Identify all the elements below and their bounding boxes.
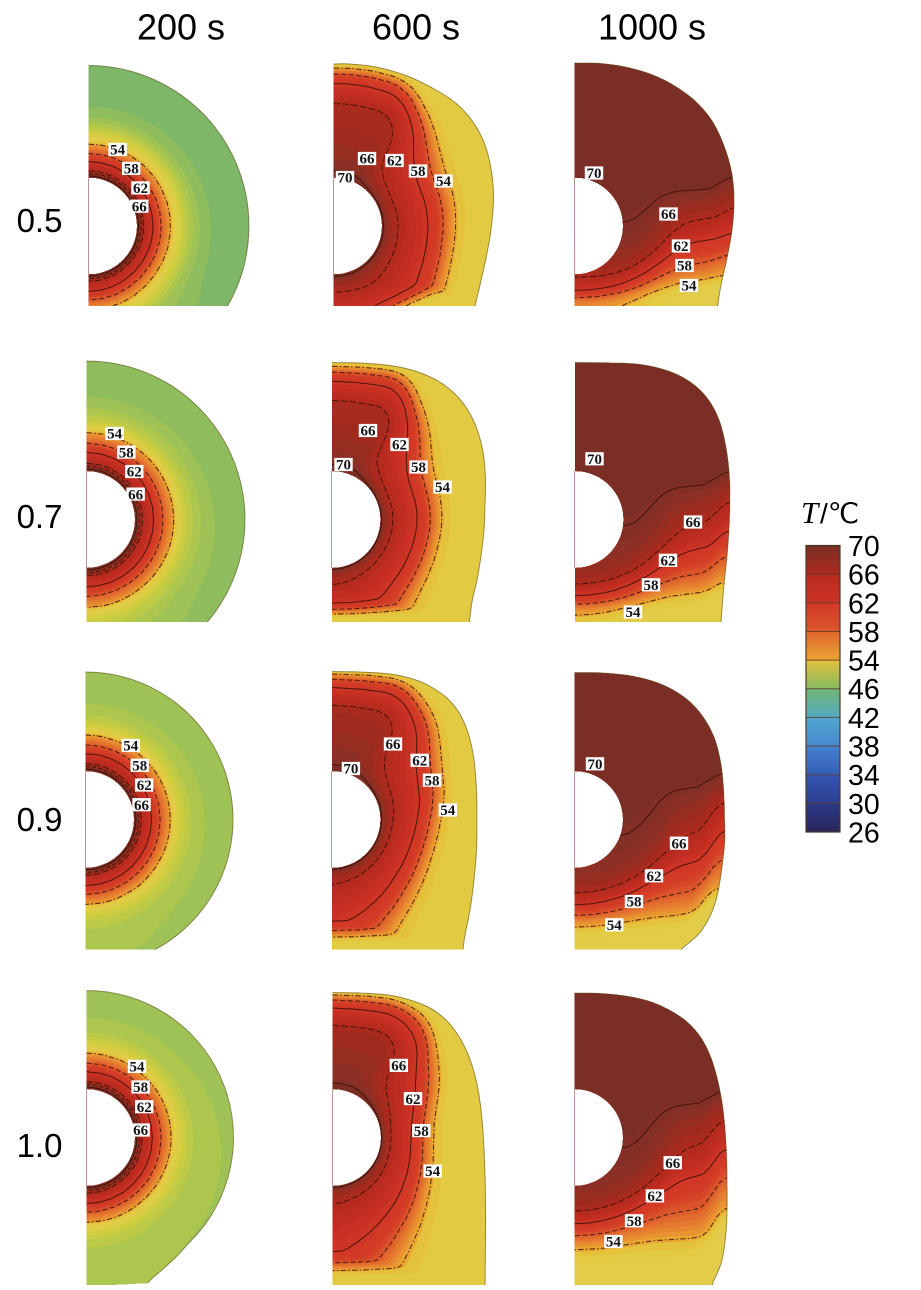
svg-text:54: 54 <box>123 739 139 755</box>
svg-text:54: 54 <box>110 143 126 159</box>
svg-text:58: 58 <box>848 617 880 649</box>
svg-text:58: 58 <box>627 1214 642 1230</box>
svg-text:46: 46 <box>848 674 880 706</box>
svg-text:70: 70 <box>587 166 602 182</box>
svg-text:58: 58 <box>414 1124 429 1140</box>
svg-text:58: 58 <box>133 1080 148 1096</box>
svg-text:66: 66 <box>128 487 144 503</box>
svg-text:66: 66 <box>661 207 677 223</box>
svg-text:54: 54 <box>440 803 456 819</box>
svg-text:38: 38 <box>848 732 880 764</box>
svg-text:70: 70 <box>343 762 358 778</box>
svg-text:66: 66 <box>360 152 376 168</box>
svg-text:62: 62 <box>848 588 880 620</box>
svg-text:70: 70 <box>336 458 351 474</box>
svg-text:58: 58 <box>644 578 659 594</box>
svg-text:54: 54 <box>435 480 451 496</box>
svg-text:600 s: 600 s <box>372 7 460 48</box>
svg-text:54: 54 <box>436 174 452 190</box>
svg-text:58: 58 <box>411 460 426 476</box>
svg-text:T: T <box>801 495 821 530</box>
svg-text:58: 58 <box>627 895 642 911</box>
svg-text:62: 62 <box>387 154 402 170</box>
svg-text:54: 54 <box>626 605 642 621</box>
svg-text:62: 62 <box>647 1189 662 1205</box>
svg-text:58: 58 <box>119 445 134 461</box>
svg-text:42: 42 <box>848 703 880 735</box>
svg-text:1000 s: 1000 s <box>598 7 706 48</box>
svg-text:62: 62 <box>392 438 407 454</box>
svg-text:30: 30 <box>848 789 880 821</box>
svg-text:62: 62 <box>674 239 689 255</box>
svg-text:70: 70 <box>588 757 603 773</box>
svg-text:62: 62 <box>412 754 427 770</box>
svg-text:66: 66 <box>386 737 402 753</box>
svg-text:62: 62 <box>133 181 148 197</box>
svg-text:70: 70 <box>587 452 602 468</box>
svg-text:62: 62 <box>137 778 152 794</box>
svg-text:66: 66 <box>672 836 688 852</box>
svg-text:58: 58 <box>124 162 139 178</box>
svg-text:54: 54 <box>606 1235 622 1251</box>
svg-text:66: 66 <box>665 1156 681 1172</box>
svg-text:/℃: /℃ <box>820 498 859 529</box>
svg-text:66: 66 <box>391 1059 407 1075</box>
svg-text:58: 58 <box>677 259 692 275</box>
svg-text:62: 62 <box>661 554 676 570</box>
svg-text:54: 54 <box>682 279 698 295</box>
svg-text:0.5: 0.5 <box>17 202 63 239</box>
svg-text:62: 62 <box>137 1100 152 1116</box>
svg-text:54: 54 <box>607 918 623 934</box>
svg-text:70: 70 <box>338 171 353 187</box>
svg-text:58: 58 <box>411 164 426 180</box>
svg-text:70: 70 <box>848 531 880 563</box>
svg-text:66: 66 <box>848 560 880 592</box>
svg-text:26: 26 <box>848 818 880 850</box>
svg-text:0.9: 0.9 <box>17 801 63 838</box>
svg-text:54: 54 <box>130 1060 146 1076</box>
svg-text:62: 62 <box>127 465 142 481</box>
svg-text:58: 58 <box>425 773 440 789</box>
svg-text:66: 66 <box>134 798 150 814</box>
svg-text:34: 34 <box>848 760 880 792</box>
svg-text:66: 66 <box>132 199 148 215</box>
svg-text:54: 54 <box>425 1164 441 1180</box>
svg-text:62: 62 <box>647 869 662 885</box>
svg-text:0.7: 0.7 <box>17 498 63 535</box>
svg-text:66: 66 <box>686 515 702 531</box>
svg-text:1.0: 1.0 <box>17 1127 63 1164</box>
svg-text:66: 66 <box>361 424 377 440</box>
svg-text:62: 62 <box>406 1092 421 1108</box>
svg-text:200 s: 200 s <box>137 7 225 48</box>
svg-text:54: 54 <box>107 427 123 443</box>
svg-text:58: 58 <box>132 759 147 775</box>
svg-text:54: 54 <box>848 646 880 678</box>
svg-text:66: 66 <box>133 1123 149 1139</box>
